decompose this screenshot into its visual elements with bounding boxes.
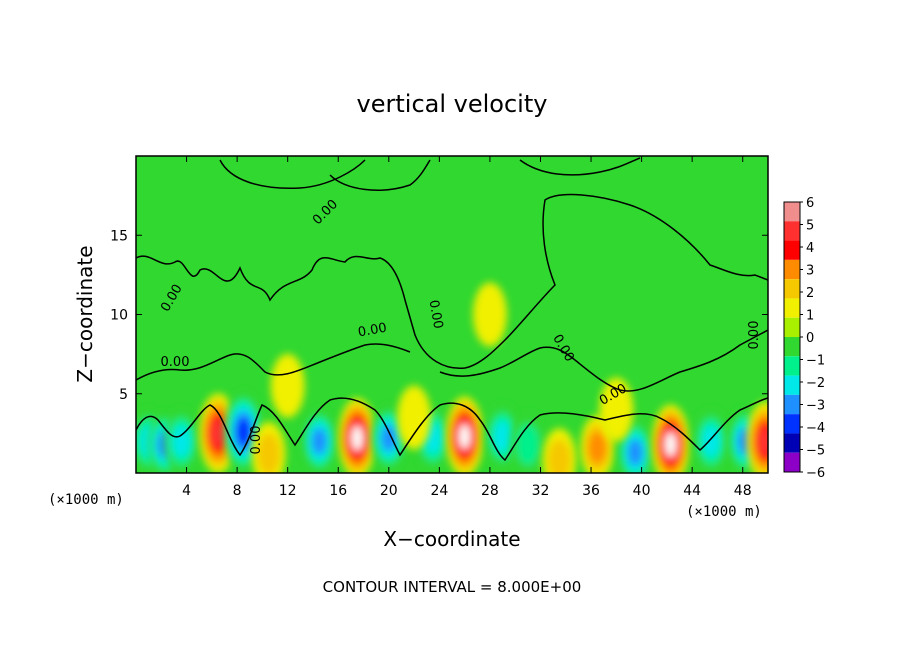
colorbar-label: 0 <box>806 331 814 346</box>
x-tick-label: 12 <box>279 483 297 499</box>
colorbar-label: 5 <box>806 219 814 234</box>
contour-line <box>329 159 431 191</box>
colorbar-swatch <box>784 298 800 318</box>
colorbar-label: −5 <box>806 444 825 459</box>
colorbar-swatch <box>784 394 800 415</box>
x-tick-label: 8 <box>233 483 242 499</box>
data-cell <box>338 398 377 473</box>
colorbar-swatch <box>784 337 800 357</box>
x-axis: 4 8 12 16 20 24 28 32 36 40 44 48 <box>182 156 752 499</box>
data-cell <box>510 412 545 473</box>
data-cell <box>251 421 286 473</box>
colorbar-label: 2 <box>806 286 814 301</box>
x-tick-label: 32 <box>532 483 550 499</box>
data-cell <box>580 415 615 473</box>
y-tick-label: 15 <box>110 228 128 244</box>
data-field <box>136 282 768 473</box>
contour-interval-note: CONTOUR INTERVAL = 8.000E+00 <box>323 578 582 596</box>
y-tick-label: 5 <box>119 387 128 403</box>
x-tick-label: 20 <box>380 483 398 499</box>
colorbar-label: 4 <box>806 241 814 256</box>
data-cell <box>164 409 199 473</box>
data-cell <box>542 428 577 473</box>
colorbar-swatch <box>784 414 800 434</box>
contour-line <box>439 329 768 392</box>
colorbar-swatch <box>784 202 800 222</box>
colorbar-swatch <box>784 240 800 260</box>
y-tick-label: 10 <box>110 308 128 324</box>
contour-label: 0.00 <box>161 355 190 370</box>
colorbar: 6 5 4 3 2 1 0 −1 −2 −3 −4 −5 −6 <box>783 196 825 481</box>
data-cell <box>599 377 634 442</box>
x-tick-label: 4 <box>182 483 191 499</box>
x-axis-label: X−coordinate <box>383 527 520 551</box>
colorbar-label: −2 <box>806 376 825 391</box>
contour-line <box>136 343 411 381</box>
data-cell <box>397 385 432 450</box>
colorbar-label: −4 <box>806 421 825 436</box>
x-unit-right: (×1000 m) <box>686 504 762 520</box>
zero-contours <box>136 157 768 462</box>
contour-line <box>136 397 768 462</box>
contour-label: 0.00 <box>357 321 388 341</box>
data-cell <box>302 409 337 473</box>
contour-line <box>519 157 641 176</box>
colorbar-label: 3 <box>806 264 814 279</box>
y-axis: 5 10 15 <box>110 228 768 403</box>
colorbar-label: −3 <box>806 399 825 414</box>
data-cell <box>270 353 305 418</box>
y-axis-label: Z−coordinate <box>73 245 97 382</box>
contour-label: 0.00 <box>426 299 446 330</box>
colorbar-label: −6 <box>806 466 825 481</box>
contour-label: 0.00 <box>249 426 264 455</box>
chart-title: vertical velocity <box>357 90 548 118</box>
colorbar-swatch <box>784 279 800 299</box>
colorbar-swatch <box>784 259 800 280</box>
colorbar-label: −1 <box>806 354 825 369</box>
colorbar-label: 6 <box>806 196 814 211</box>
x-unit-left: (×1000 m) <box>48 492 124 508</box>
colorbar-swatch <box>784 433 800 453</box>
colorbar-swatch <box>784 356 800 376</box>
contour-line <box>219 159 366 189</box>
x-tick-label: 40 <box>633 483 651 499</box>
colorbar-label: 1 <box>806 309 814 324</box>
data-cell <box>746 401 768 473</box>
colorbar-swatch <box>784 317 800 337</box>
x-tick-label: 48 <box>734 483 752 499</box>
data-cell <box>694 409 729 473</box>
colorbar-swatch <box>784 375 800 395</box>
data-cell <box>472 282 507 347</box>
contour-line <box>136 193 768 369</box>
colorbar-swatch <box>784 221 800 241</box>
contour-label: 0.00 <box>747 321 762 350</box>
colorbar-swatch <box>784 452 800 472</box>
x-tick-label: 24 <box>430 483 448 499</box>
x-tick-label: 16 <box>329 483 347 499</box>
x-tick-label: 44 <box>683 483 701 499</box>
x-tick-label: 28 <box>481 483 499 499</box>
data-cell <box>445 396 484 473</box>
x-tick-label: 36 <box>582 483 600 499</box>
